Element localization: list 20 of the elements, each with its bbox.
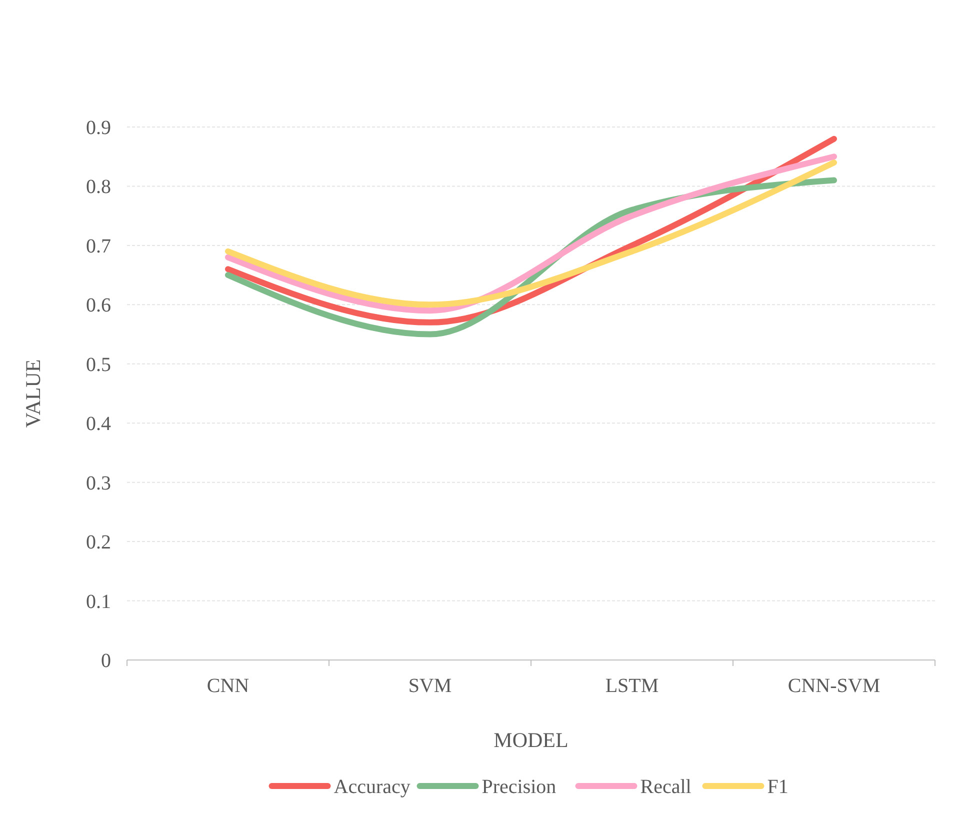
- legend-label: F1: [767, 776, 788, 798]
- y-tick-label: 0.7: [86, 235, 111, 258]
- x-tick-label: CNN: [206, 675, 250, 697]
- x-tick-label: CNN-SVM: [788, 675, 880, 697]
- y-axis-title: VALUE: [21, 359, 45, 428]
- y-tick-label: 0.5: [86, 354, 111, 376]
- y-tick-label: 0: [101, 650, 111, 672]
- x-axis-title: MODEL: [494, 728, 568, 752]
- legend-label: Accuracy: [334, 776, 410, 798]
- legend-label: Recall: [640, 776, 692, 798]
- y-tick-label: 0.9: [86, 117, 111, 139]
- y-tick-label: 0.2: [86, 532, 111, 554]
- y-tick-label: 0.6: [86, 294, 111, 317]
- x-tick-label: LSTM: [605, 675, 659, 697]
- y-tick-label: 0.8: [86, 176, 111, 198]
- legend-label: Precision: [482, 776, 556, 798]
- x-tick-label: SVM: [408, 675, 452, 697]
- y-tick-label: 0.1: [86, 590, 111, 613]
- y-tick-label: 0.4: [86, 413, 111, 436]
- y-tick-label: 0.3: [86, 472, 111, 494]
